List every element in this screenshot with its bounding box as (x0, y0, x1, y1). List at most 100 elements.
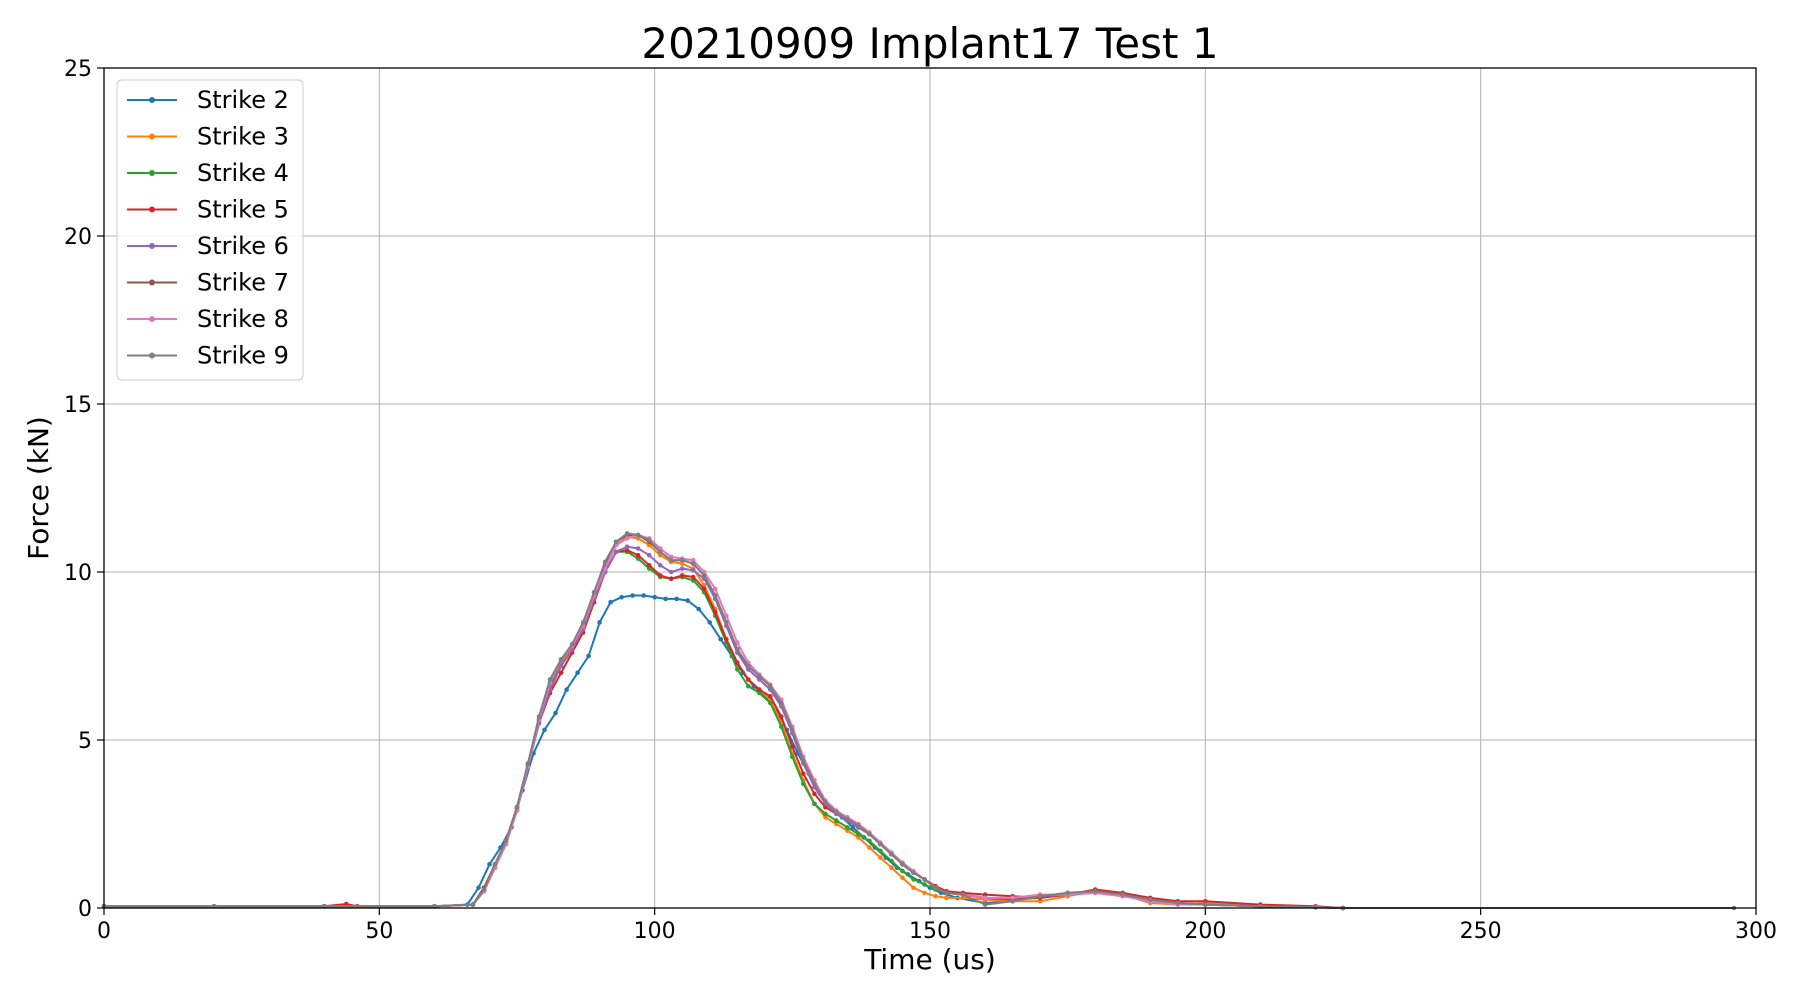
series-6 (101, 532, 1346, 911)
data-point (646, 552, 652, 558)
y-tick-label: 15 (64, 393, 92, 418)
data-point (911, 870, 916, 875)
series-line (104, 594, 1344, 909)
data-point (823, 815, 828, 820)
legend-item: Strike 4 (127, 159, 289, 187)
data-point (685, 598, 690, 603)
series-line (104, 534, 1344, 909)
data-point (834, 818, 839, 823)
data-point (1037, 893, 1043, 899)
data-point (679, 573, 685, 578)
data-point (823, 811, 828, 817)
data-point (790, 744, 795, 749)
data-point (635, 536, 641, 541)
series-line (104, 549, 1344, 909)
data-point (746, 663, 751, 669)
data-point (646, 537, 652, 543)
series-line (104, 545, 1344, 909)
data-point (547, 677, 553, 682)
data-point (867, 831, 872, 837)
x-axis-title: Time (us) (863, 943, 996, 976)
data-point (619, 594, 624, 600)
data-point (746, 677, 751, 682)
data-point (889, 865, 894, 870)
data-point (850, 825, 856, 830)
data-point (569, 641, 575, 647)
data-point (674, 596, 679, 602)
data-point (679, 566, 685, 571)
data-point (1037, 899, 1043, 904)
data-point (668, 554, 674, 560)
data-point (657, 552, 663, 558)
data-point (558, 670, 564, 676)
data-point (635, 552, 641, 558)
legend-item: Strike 8 (127, 305, 289, 333)
data-point (696, 606, 701, 612)
data-point (525, 761, 531, 766)
data-point (652, 594, 657, 600)
series-group (101, 531, 1737, 911)
data-point (613, 539, 619, 545)
data-point (823, 799, 828, 805)
data-point (657, 563, 663, 568)
data-point (575, 670, 580, 676)
x-tick-label: 100 (634, 919, 676, 944)
legend-label: Strike 4 (197, 159, 289, 187)
data-point (922, 890, 927, 896)
data-point (624, 536, 630, 541)
legend-item: Strike 5 (127, 196, 289, 224)
data-point (889, 858, 894, 864)
legend-marker (149, 279, 155, 286)
data-point (735, 667, 740, 672)
legend-label: Strike 2 (197, 86, 289, 114)
data-point (668, 557, 674, 563)
data-point (960, 892, 966, 897)
y-tick-label: 20 (64, 225, 92, 250)
data-point (542, 727, 547, 733)
data-point (779, 700, 784, 706)
data-point (1313, 905, 1318, 910)
data-point (586, 653, 591, 659)
data-point (690, 574, 696, 580)
data-point (960, 895, 966, 901)
legend-item: Strike 7 (127, 269, 289, 297)
data-point (757, 673, 762, 679)
data-point (790, 754, 795, 760)
data-point (768, 694, 773, 699)
data-point (1010, 895, 1015, 901)
legend-marker (149, 206, 155, 213)
series-line (104, 535, 1344, 909)
data-point (812, 801, 817, 807)
legend-marker (149, 243, 155, 249)
data-point (900, 875, 905, 881)
legend-label: Strike 3 (197, 123, 289, 151)
data-point (630, 593, 635, 598)
data-point (735, 647, 740, 652)
data-point (608, 599, 613, 605)
data-point (635, 532, 641, 538)
grid (103, 67, 1757, 909)
y-tick-label: 0 (78, 897, 92, 922)
data-point (724, 620, 729, 625)
legend-label: Strike 8 (197, 305, 289, 333)
data-point (657, 549, 663, 555)
x-tick-label: 200 (1184, 919, 1226, 944)
data-point (724, 636, 729, 642)
data-point (470, 902, 476, 907)
data-point (1065, 890, 1070, 896)
y-tick-label: 10 (64, 561, 92, 586)
data-point (679, 561, 685, 566)
data-point (663, 596, 668, 602)
data-point (757, 690, 762, 696)
data-point (580, 620, 586, 625)
y-tick-label: 5 (78, 729, 92, 754)
data-point (602, 559, 608, 565)
data-point (834, 809, 839, 815)
data-point (982, 892, 988, 897)
data-point (856, 823, 861, 828)
data-point (922, 877, 927, 882)
data-point (558, 663, 564, 669)
data-point (746, 683, 751, 689)
series-2 (101, 534, 1346, 911)
data-point (718, 636, 723, 642)
